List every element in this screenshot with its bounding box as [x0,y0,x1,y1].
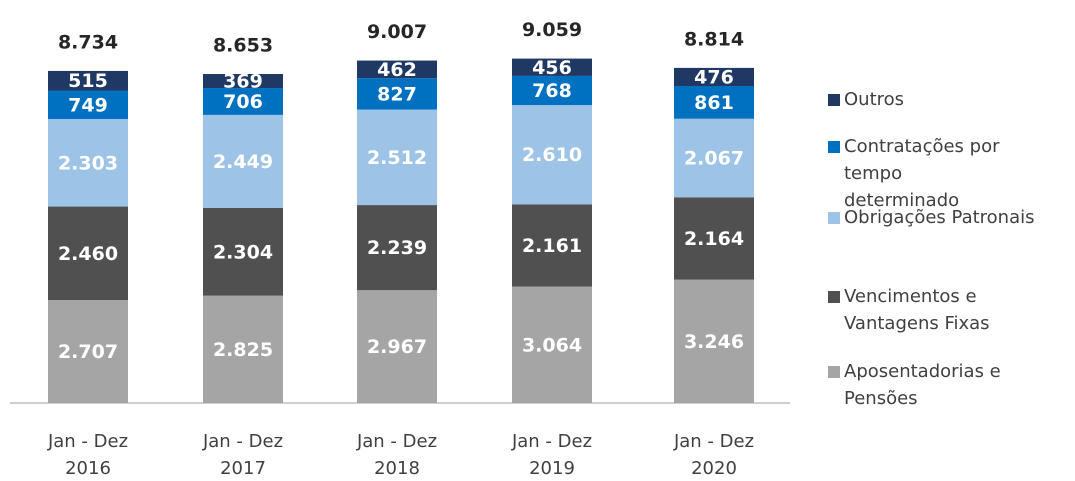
bar-segment [512,286,592,403]
legend-item: Vencimentos e Vantagens Fixas [828,283,1008,337]
total-label: 9.007 [367,21,427,43]
value-label: 2.707 [58,341,118,363]
bar-segment [203,88,283,115]
legend-item: Obrigações Patronais [828,204,1068,231]
value-label: 3.064 [522,334,582,356]
legend-swatch [828,94,840,106]
value-label: 515 [68,70,108,92]
bar-segment [48,90,128,119]
value-label: 2.067 [684,148,744,170]
bar-segment [48,118,128,207]
legend-swatch [828,141,840,153]
value-label: 2.449 [213,151,273,173]
value-label: 2.825 [213,339,273,361]
value-label: 2.164 [684,228,744,250]
value-label: 456 [532,57,572,79]
total-label: 9.059 [522,19,582,41]
bar-segment [674,85,754,119]
bar-segment [512,58,592,76]
value-label: 2.239 [367,237,427,259]
bar-segment [512,105,592,205]
bar-segment [48,300,128,403]
bar-segment [674,67,754,86]
legend-label: Contratações por tempo determinado [844,136,1000,211]
legend-label: Outros [844,89,905,110]
bar-segment [203,208,283,296]
bar-segment [674,118,754,198]
value-label: 2.304 [213,241,273,263]
x-tick-label: Jan - Dez 2017 [202,431,284,479]
value-label: 861 [694,92,734,114]
x-tick-label: Jan - Dez 2018 [356,431,438,479]
bar-segment [357,78,437,110]
legend-swatch [828,366,840,378]
legend-label: Obrigações Patronais [844,207,1035,228]
value-label: 2.512 [367,147,427,169]
bar-segment [357,109,437,206]
total-label: 8.734 [58,31,118,53]
value-label: 2.610 [522,144,582,166]
value-label: 2.161 [522,235,582,257]
value-label: 749 [68,94,108,116]
legend-item: Aposentadorias e Pensões [828,358,1028,412]
bar-segment [203,295,283,403]
value-label: 462 [377,59,417,81]
bar-segment [674,197,754,280]
legend-item: Outros [828,86,904,113]
value-label: 3.246 [684,331,744,353]
bar-segment [512,204,592,287]
legend-swatch [828,212,840,224]
x-tick-label: Jan - Dez 2019 [511,431,593,479]
bar-segment [357,290,437,403]
bar-segment [203,74,283,89]
bar-segment [357,205,437,291]
bar-segment [203,114,283,209]
x-tick-label: Jan - Dez 2020 [673,431,755,479]
value-label: 2.967 [367,336,427,358]
bar-segment [512,75,592,106]
value-label: 2.303 [58,152,118,174]
value-label: 827 [377,83,417,105]
bar-segment [674,279,754,403]
legend-label: Aposentadorias e Pensões [844,361,1001,409]
legend-swatch [828,291,840,303]
x-tick-label: Jan - Dez 2016 [47,431,129,479]
total-label: 8.814 [684,28,744,50]
legend-item: Contratações por tempo determinado [828,133,1018,214]
value-label: 2.460 [58,243,118,265]
bar-segment [48,206,128,301]
bar-segment [357,60,437,79]
value-label: 369 [223,71,263,93]
legend-label: Vencimentos e Vantagens Fixas [844,286,990,334]
value-label: 476 [694,66,734,88]
value-label: 706 [223,91,263,113]
total-label: 8.653 [213,35,273,57]
value-label: 768 [532,80,572,102]
bar-segment [48,70,128,91]
